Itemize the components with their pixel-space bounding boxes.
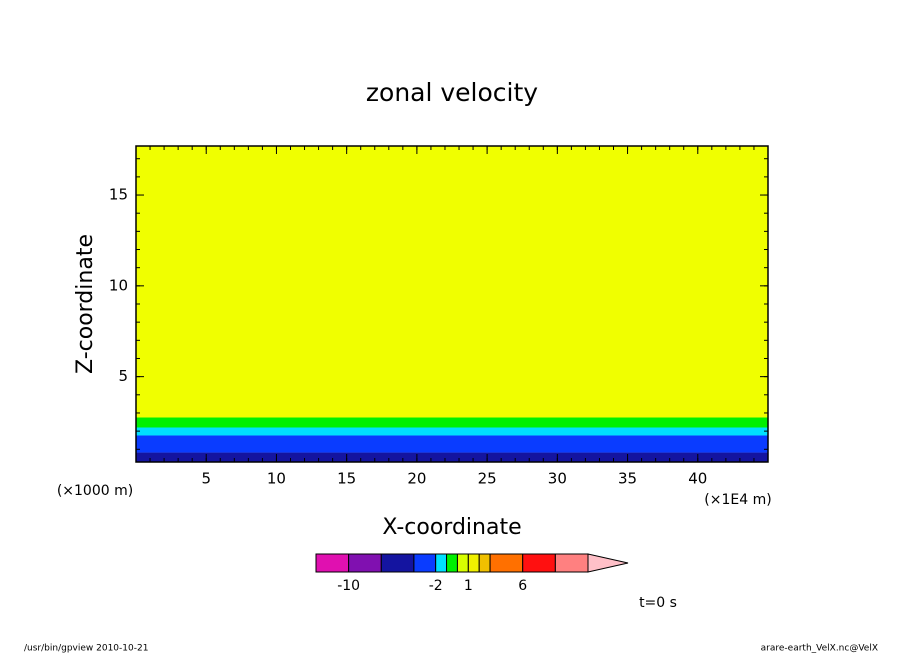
x-axis-label: X-coordinate [382, 515, 521, 540]
x-tick-label: 25 [478, 470, 497, 488]
y-axis-label: Z-coordinate [73, 234, 98, 374]
colorbar-box [315, 553, 350, 573]
chart-title: zonal velocity [366, 78, 538, 107]
colorbar-box [554, 553, 589, 573]
colorbar-tick-label: 1 [464, 578, 473, 594]
colorbar-box [348, 553, 382, 573]
y-tick-label: 15 [109, 186, 128, 204]
colorbar-box [435, 553, 448, 573]
colorbar-extend [587, 553, 629, 573]
contour-band [136, 435, 768, 453]
contour-band [136, 417, 768, 428]
colorbar-box [456, 553, 469, 573]
contour-band [136, 452, 768, 462]
time-label: t=0 s [639, 595, 677, 611]
colorbar-box [446, 553, 458, 573]
y-tick-label: 10 [109, 276, 128, 294]
x-unit: (×1E4 m) [704, 492, 771, 508]
contour-band [136, 146, 768, 418]
colorbar-tick-label: 6 [518, 578, 527, 594]
footer-left: /usr/bin/gpview 2010-10-21 [24, 644, 148, 654]
x-tick-label: 20 [407, 470, 426, 488]
x-tick-label: 40 [688, 470, 707, 488]
y-unit: (×1000 m) [57, 483, 133, 499]
colorbar-tick-label: -10 [337, 578, 360, 594]
colorbar-box [489, 553, 524, 573]
y-tick-label: 5 [118, 367, 128, 385]
x-tick-label: 35 [618, 470, 637, 488]
x-tick-label: 15 [337, 470, 356, 488]
contour-band [136, 427, 768, 436]
colorbar-tick-label: -2 [429, 578, 443, 594]
colorbar-box [380, 553, 415, 573]
colorbar-box [522, 553, 556, 573]
colorbar-box [478, 553, 491, 573]
colorbar-box [467, 553, 480, 573]
x-tick-label: 5 [201, 470, 211, 488]
x-tick-label: 30 [548, 470, 567, 488]
x-tick-label: 10 [267, 470, 286, 488]
footer-right: arare-earth_VelX.nc@VelX [761, 644, 878, 654]
colorbar-box [413, 553, 437, 573]
